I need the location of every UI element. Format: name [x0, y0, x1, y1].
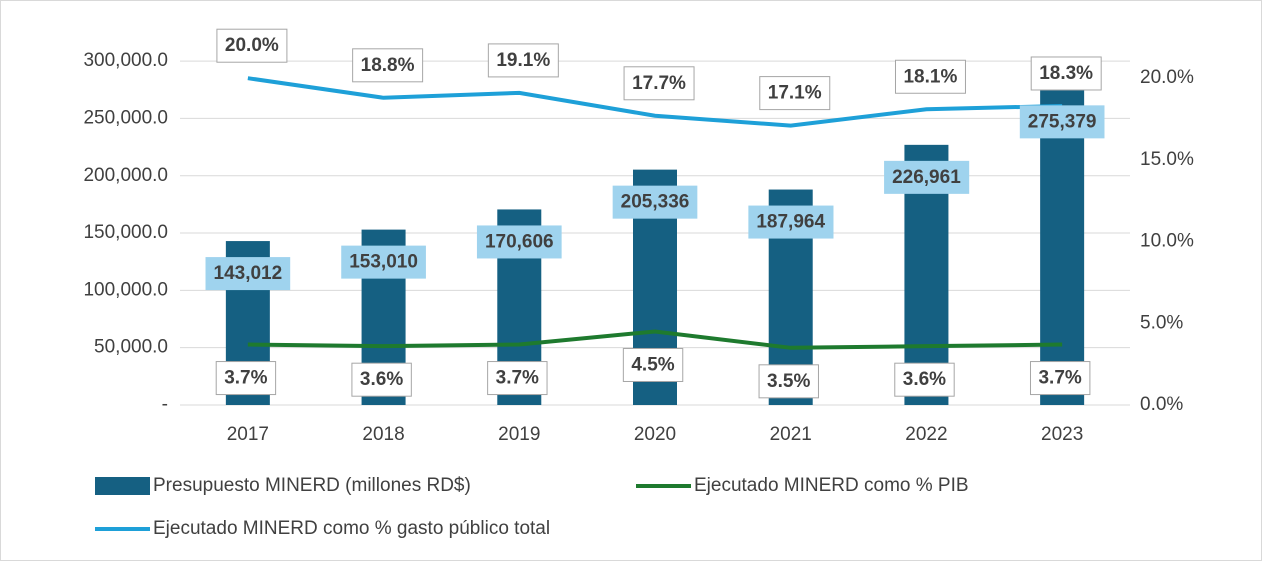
bar — [1040, 89, 1085, 406]
bar-label-box — [884, 160, 970, 194]
line-label: 3.6% — [360, 369, 403, 390]
x-tick-label: 2022 — [905, 424, 947, 445]
bar-label: 187,964 — [756, 212, 825, 233]
y-tick-label: - — [162, 394, 168, 415]
line-label-box — [894, 59, 966, 94]
x-tick-label: 2023 — [1041, 424, 1083, 445]
line-label-box — [351, 362, 412, 397]
y-tick-label: 250,000.0 — [83, 107, 168, 128]
bar-label-box — [476, 225, 562, 259]
line-label-box — [352, 48, 424, 83]
line — [247, 76, 1063, 128]
line-label-box — [1030, 56, 1102, 91]
line-label-box — [216, 28, 288, 63]
y2-tick-label: 10.0% — [1140, 231, 1194, 252]
y-tick-label: 50,000.0 — [94, 337, 168, 358]
bar-label-box — [612, 185, 698, 219]
line-label: 3.7% — [224, 368, 267, 389]
line-label-box — [215, 361, 277, 396]
bar-label: 275,379 — [1028, 111, 1097, 132]
line-label: 18.1% — [903, 66, 957, 87]
x-tick-label: 2018 — [362, 424, 404, 445]
line-label: 17.1% — [768, 83, 822, 104]
line-label: 3.7% — [496, 368, 539, 389]
legend-swatch — [95, 477, 150, 495]
x-tick-label: 2019 — [498, 424, 540, 445]
bar-label: 153,010 — [349, 252, 418, 273]
bar-label-box — [205, 257, 291, 291]
legend-label: Ejecutado MINERD como % gasto público to… — [153, 518, 550, 539]
line-label: 18.8% — [361, 55, 415, 76]
line-label: 19.1% — [496, 50, 550, 71]
y2-tick-label: 5.0% — [1140, 312, 1183, 333]
bar-label: 205,336 — [621, 192, 690, 213]
line-label: 4.5% — [631, 354, 674, 375]
line-label-box — [487, 43, 559, 78]
line-label-box — [623, 66, 695, 101]
line-label-box — [894, 362, 955, 397]
line-label-box — [759, 76, 831, 111]
bar-label-box — [748, 205, 834, 239]
y-tick-label: 200,000.0 — [83, 165, 168, 186]
line — [247, 329, 1063, 350]
y2-tick-label: 15.0% — [1140, 149, 1194, 170]
line-label-box — [758, 364, 819, 399]
x-tick-label: 2021 — [770, 424, 812, 445]
legend-label: Presupuesto MINERD (millones RD$) — [153, 475, 471, 496]
bar-label: 170,606 — [485, 231, 554, 252]
bar-label-box — [341, 245, 426, 279]
legend-label: Ejecutado MINERD como % PIB — [694, 475, 969, 496]
line-label-box — [622, 347, 684, 382]
y-tick-label: 150,000.0 — [83, 222, 168, 243]
line-label: 20.0% — [225, 35, 279, 56]
x-tick-label: 2020 — [634, 424, 676, 445]
bar-label-box — [1019, 105, 1105, 139]
y2-tick-label: 0.0% — [1140, 394, 1183, 415]
line-label-box — [487, 361, 548, 396]
line-label: 3.6% — [903, 369, 946, 390]
line-label: 3.5% — [767, 371, 810, 392]
line-label: 18.3% — [1039, 63, 1093, 84]
y-tick-label: 100,000.0 — [83, 279, 168, 300]
y-tick-label: 300,000.0 — [83, 50, 168, 71]
line-label: 3.7% — [1038, 368, 1081, 389]
x-tick-label: 2017 — [227, 424, 269, 445]
line-label-box — [1029, 361, 1091, 396]
bar-label: 226,961 — [892, 167, 961, 188]
y2-tick-label: 20.0% — [1140, 67, 1194, 88]
bar-label: 143,012 — [214, 263, 283, 284]
line-label: 17.7% — [632, 73, 686, 94]
